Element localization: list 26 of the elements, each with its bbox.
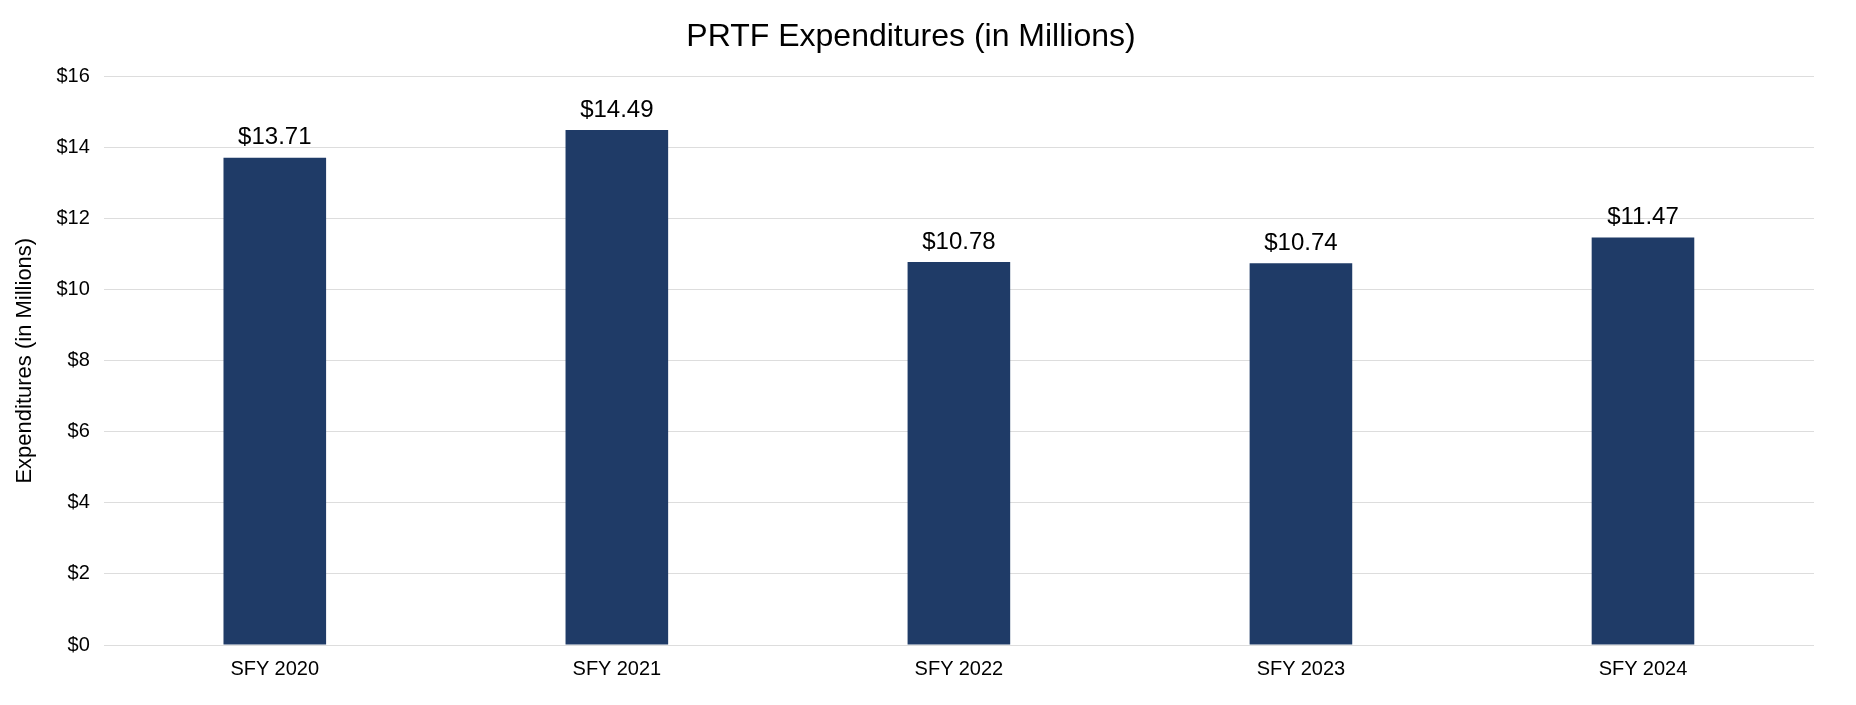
data-label: $10.78: [922, 226, 996, 254]
bar: [565, 130, 669, 645]
y-axis-title: Expenditures (in Millions): [11, 237, 37, 484]
bar: [907, 261, 1011, 645]
y-tick-label: $16: [56, 63, 90, 86]
bar: [1249, 263, 1353, 645]
x-tick-label: SFY 2024: [1598, 656, 1688, 679]
y-tick-label: $8: [67, 348, 90, 371]
y-tick-label: $0: [67, 632, 90, 655]
y-tick-label: $4: [67, 490, 90, 513]
data-label: $14.49: [580, 94, 654, 122]
chart-title: PRTF Expenditures (in Millions): [686, 17, 1136, 54]
y-tick-label: $2: [67, 561, 90, 584]
x-tick-label: SFY 2020: [230, 656, 320, 679]
data-label: $13.71: [238, 122, 312, 150]
y-tick-label: $10: [56, 277, 90, 300]
x-tick-label: SFY 2022: [914, 656, 1004, 679]
bar: [1591, 237, 1695, 645]
data-label: $10.74: [1264, 227, 1338, 255]
x-tick-label: SFY 2021: [572, 656, 662, 679]
data-label: $11.47: [1607, 202, 1679, 230]
x-tick-label: SFY 2023: [1256, 656, 1346, 679]
y-tick-label: $6: [67, 419, 90, 442]
y-tick-label: $12: [56, 206, 90, 229]
y-tick-label: $14: [56, 134, 90, 157]
bar: [223, 157, 327, 645]
